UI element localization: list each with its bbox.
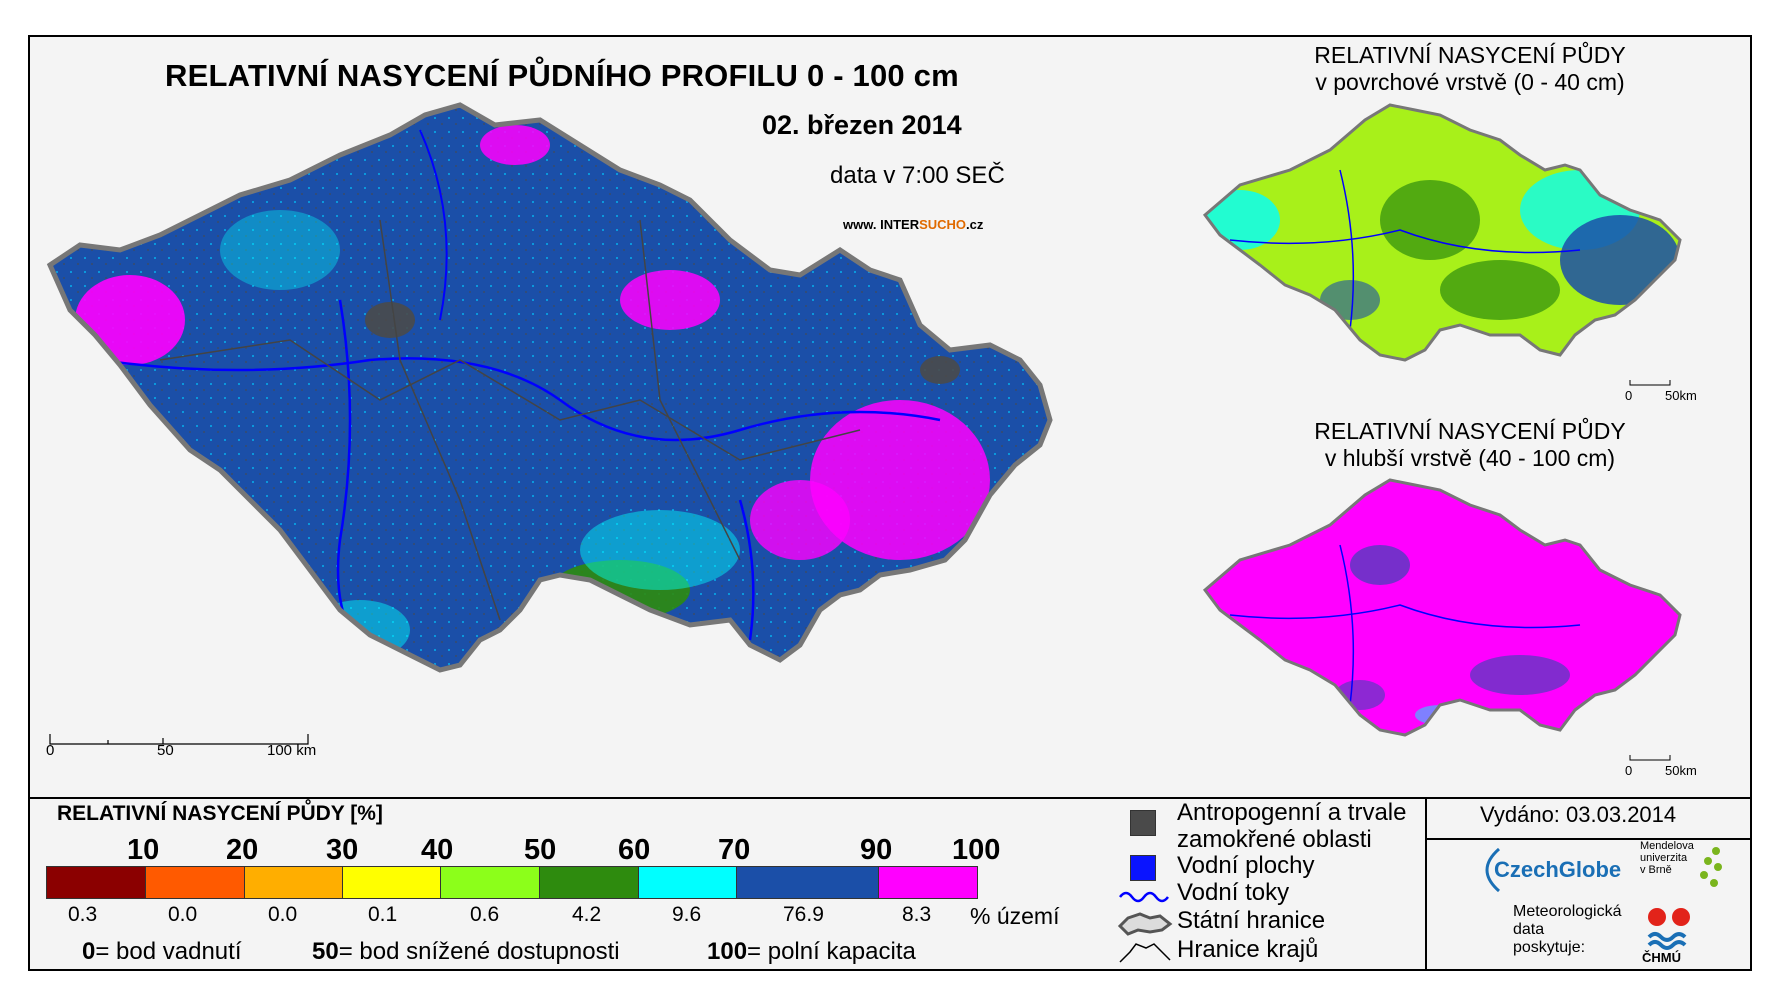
tick-90: 90 <box>860 834 893 866</box>
anthropogenic-swatch <box>1130 810 1156 836</box>
regional-border-icon <box>1119 943 1171 963</box>
mini2-scale-0: 0 <box>1625 763 1633 778</box>
legend-state-border: Státní hranice <box>1177 907 1326 934</box>
scale-label-100: 100 km <box>267 742 317 759</box>
tick-20: 20 <box>226 834 259 866</box>
tick-50: 50 <box>524 834 557 866</box>
legend-class-7 <box>638 866 737 899</box>
state-border <box>46 102 1053 673</box>
czechglobe-logo-arc <box>1485 847 1501 893</box>
percent-class-2: 0.0 <box>168 903 198 926</box>
river-icon <box>1119 891 1169 903</box>
note-wilting-point: 0= bod vadnutí <box>82 938 242 965</box>
tick-10: 10 <box>127 834 160 866</box>
website-link[interactable]: www. INTERSUCHO.cz <box>843 217 984 232</box>
percent-class-9: 8.3 <box>902 903 932 926</box>
legend-regional-border: Hranice krajů <box>1177 936 1319 963</box>
mini-map-1-title: RELATIVNÍ NASYCENÍ PŮDY v povrchové vrst… <box>1314 42 1626 95</box>
scale-label-0: 0 <box>46 742 55 759</box>
mendel-dots-icon <box>1700 847 1722 887</box>
legend-class-9 <box>878 866 978 899</box>
mendel-university-logo: Mendelova univerzita v Brně <box>1640 840 1694 876</box>
map-date: 02. březen 2014 <box>762 110 962 140</box>
percent-class-3: 0.0 <box>268 903 298 926</box>
tick-70: 70 <box>718 834 751 866</box>
tick-100: 100 <box>952 834 1001 866</box>
percent-class-6: 4.2 <box>572 903 602 926</box>
chmu-logo: ČHMÚ <box>1642 950 1681 965</box>
unit-label: % území <box>970 903 1060 929</box>
mini2-scale-50: 50km <box>1665 763 1697 778</box>
legend-rivers: Vodní toky <box>1177 879 1290 906</box>
mini-map-surface <box>1202 103 1682 386</box>
percent-class-8: 76.9 <box>783 903 824 926</box>
mini1-scale-0: 0 <box>1625 388 1633 403</box>
legend-class-4 <box>342 866 441 899</box>
chmu-logo-icon <box>1647 908 1690 950</box>
legend-anthropogenic: Antropogenní a trvale zamokřené oblasti <box>1177 799 1407 853</box>
tick-60: 60 <box>618 834 651 866</box>
mini1-scale-50: 50km <box>1665 388 1697 403</box>
percent-class-4: 0.1 <box>368 903 398 926</box>
percent-class-7: 9.6 <box>672 903 702 926</box>
percent-class-5: 0.6 <box>470 903 500 926</box>
main-title: RELATIVNÍ NASYCENÍ PŮDNÍHO PROFILU 0 - 1… <box>165 58 959 93</box>
czechglobe-logo: CzechGlobe <box>1494 857 1622 882</box>
note-reduced-availability: 50= bod snížené dostupnosti <box>312 938 620 965</box>
legend-title: RELATIVNÍ NASYCENÍ PŮDY [%] <box>57 802 383 825</box>
scale-label-50: 50 <box>157 742 174 759</box>
note-field-capacity: 100= polní kapacita <box>707 938 916 965</box>
issued-date: Vydáno: 03.03.2014 <box>1480 802 1677 827</box>
wet-area-west <box>75 275 185 365</box>
main-map <box>46 102 1053 673</box>
legend-class-2 <box>145 866 245 899</box>
data-time: data v 7:00 SEČ <box>830 162 1005 189</box>
mini-map-deep <box>1202 478 1682 761</box>
percent-class-1: 0.3 <box>68 903 98 926</box>
legend-class-3 <box>244 866 343 899</box>
water-areas-swatch <box>1130 855 1156 881</box>
mini-map-2-title: RELATIVNÍ NASYCENÍ PŮDY v hlubší vrstvě … <box>1314 418 1626 471</box>
tick-40: 40 <box>421 834 454 866</box>
main-scale-bar <box>49 734 309 745</box>
state-border-icon <box>1117 912 1173 936</box>
legend-class-5 <box>440 866 540 899</box>
legend-water-areas: Vodní plochy <box>1177 852 1315 879</box>
meteo-data-note: Meteorologická data poskytuje: <box>1513 903 1622 956</box>
legend-class-1 <box>46 866 146 899</box>
legend-class-6 <box>539 866 639 899</box>
tick-30: 30 <box>326 834 359 866</box>
legend-class-8 <box>736 866 879 899</box>
